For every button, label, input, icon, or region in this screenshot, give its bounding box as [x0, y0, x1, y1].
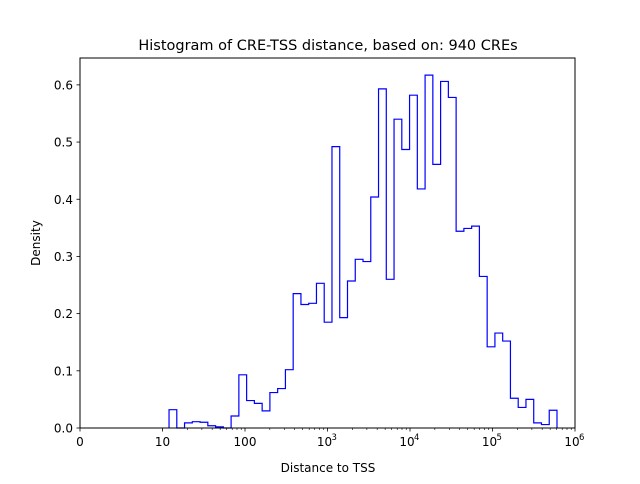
- x-tick-label: 10: [564, 435, 579, 449]
- x-tick-label: 10: [482, 435, 497, 449]
- y-tick-label: 0.0: [54, 422, 73, 436]
- x-tick-exponent: 5: [497, 433, 502, 443]
- x-axis-label: Distance to TSS: [281, 461, 376, 475]
- histogram-outline: [168, 74, 558, 429]
- y-axis-label: Density: [29, 220, 43, 266]
- x-tick-exponent: 3: [332, 433, 337, 443]
- x-tick-label: 10: [399, 435, 414, 449]
- x-tick-label: 100: [234, 435, 257, 449]
- y-tick-label: 0.1: [54, 364, 73, 378]
- x-tick-label: 10: [317, 435, 332, 449]
- chart-title: Histogram of CRE-TSS distance, based on:…: [138, 38, 517, 54]
- x-tick-exponent: 4: [414, 433, 419, 443]
- x-tick-label: 10: [155, 435, 170, 449]
- x-tick-label: 0: [76, 435, 84, 449]
- y-tick-label: 0.6: [54, 78, 73, 92]
- y-tick-label: 0.3: [54, 250, 73, 264]
- y-tick-label: 0.4: [54, 193, 73, 207]
- y-tick-label: 0.5: [54, 136, 73, 150]
- x-tick-exponent: 6: [579, 433, 584, 443]
- y-tick-label: 0.2: [54, 307, 73, 321]
